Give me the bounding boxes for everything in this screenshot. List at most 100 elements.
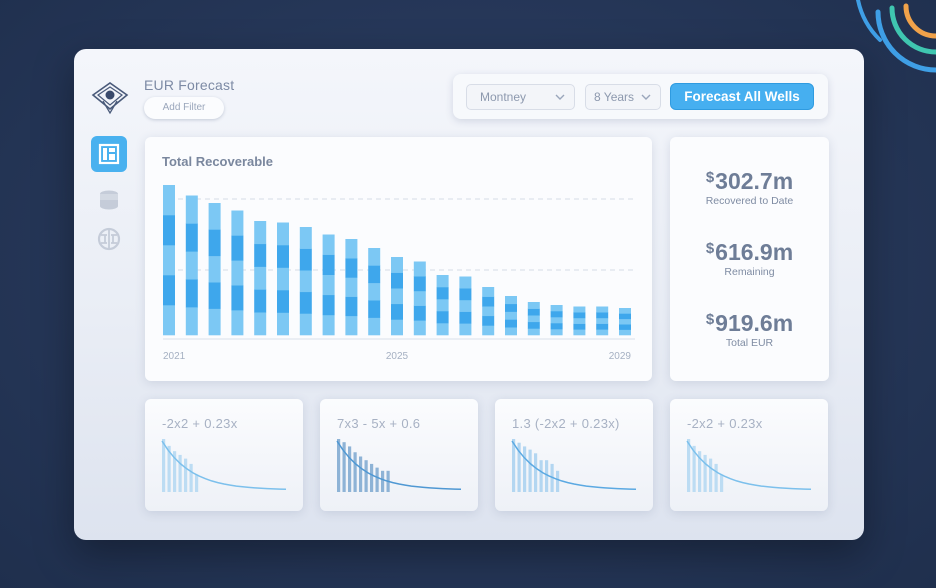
model-card[interactable]: -2x2 + 0.23x	[145, 399, 303, 511]
model-bar	[528, 449, 532, 492]
bar-segment	[527, 321, 540, 329]
stat-value: $302.7m	[705, 168, 794, 194]
bar-segment	[505, 319, 517, 328]
model-bar	[167, 445, 171, 492]
model-bar	[556, 470, 560, 492]
bar-segment	[573, 317, 586, 324]
bar-segment	[413, 290, 426, 306]
bar-segment	[459, 288, 472, 301]
toolbar: Montney 8 Years Forecast All Wells	[453, 74, 828, 119]
bar-segment	[231, 310, 244, 336]
bar-segment	[277, 290, 289, 313]
bar-segment	[573, 329, 586, 336]
bar-segment	[573, 312, 586, 319]
model-formula: -2x2 + 0.23x	[687, 416, 763, 431]
chart-canvas: 2021 2025 2029	[163, 185, 635, 362]
model-curve	[511, 440, 637, 491]
app-window: EUR Forecast Add Filter Montney 8 Years …	[74, 49, 864, 540]
bar-segment	[231, 235, 244, 261]
stat-value: $919.6m	[705, 310, 794, 336]
model-bar	[512, 439, 516, 492]
model-bar	[545, 460, 549, 492]
chart-title: Total Recoverable	[162, 154, 274, 169]
decorative-arcs	[856, 0, 936, 73]
bar-segment	[505, 296, 517, 305]
bar-segment	[368, 265, 381, 284]
model-chart	[336, 439, 462, 492]
bar-segment	[322, 294, 335, 316]
bar-segment	[163, 185, 175, 216]
stat-total-eur: $919.6m Total EUR	[670, 310, 829, 349]
model-card[interactable]: 1.3 (-2x2 + 0.23x)	[495, 399, 653, 511]
bar-segment	[322, 314, 335, 336]
bar-segment	[231, 210, 244, 236]
bar-segment	[208, 308, 221, 336]
bar-segment	[527, 302, 540, 309]
bar-segment	[413, 305, 426, 321]
period-select-value: 8 Years	[594, 90, 635, 104]
bar-segment	[596, 323, 609, 330]
model-bar	[162, 439, 166, 492]
x-tick-label: 2029	[609, 351, 632, 362]
bar-segment	[299, 291, 312, 314]
bar-segment	[185, 307, 198, 336]
nav-dashboard[interactable]	[91, 136, 127, 172]
bar-segment	[573, 306, 586, 313]
bar-segment	[550, 317, 563, 324]
model-card[interactable]: 7x3 - 5x + 0.6	[320, 399, 478, 511]
bar-segment	[505, 327, 517, 336]
model-bar	[337, 439, 341, 492]
model-bar	[381, 470, 385, 492]
bar-segment	[391, 319, 403, 336]
bar-segment	[254, 312, 267, 336]
bar-segment	[436, 287, 449, 300]
add-filter-button[interactable]: Add Filter	[144, 97, 224, 119]
bar-segment	[254, 289, 267, 313]
bar-segment	[391, 288, 403, 305]
bar-segment	[619, 308, 631, 314]
bar-segment	[368, 248, 381, 266]
bar-segment	[391, 303, 403, 320]
bar-segment	[482, 287, 495, 297]
bar-segment	[550, 323, 563, 330]
model-bar	[173, 451, 177, 492]
total-recoverable-chart: Total Recoverable 2021 2025 2029	[145, 137, 652, 381]
bar-segment	[208, 229, 221, 257]
model-bar	[698, 451, 702, 492]
bar-segment	[299, 227, 312, 249]
bar-segment	[322, 274, 335, 296]
database-icon	[100, 190, 118, 210]
region-select[interactable]: Montney	[466, 84, 575, 110]
stat-label: Total EUR	[725, 337, 774, 349]
nav-database[interactable]	[91, 187, 127, 223]
bar-segment	[231, 285, 244, 311]
model-bar	[184, 458, 188, 492]
bar-segment	[573, 323, 586, 330]
period-select[interactable]: 8 Years	[585, 84, 661, 110]
bar-segment	[596, 306, 609, 313]
bar-segment	[254, 221, 267, 245]
bar-segment	[459, 276, 472, 289]
forecast-all-wells-button[interactable]: Forecast All Wells	[670, 83, 814, 110]
bar-segment	[185, 279, 198, 308]
bar-segment	[550, 305, 563, 312]
model-card[interactable]: -2x2 + 0.23x	[670, 399, 828, 511]
model-curve	[161, 440, 287, 491]
bar-segment	[299, 313, 312, 336]
region-select-value: Montney	[480, 90, 527, 104]
x-tick-label: 2021	[163, 351, 186, 362]
nav-analytics[interactable]	[91, 224, 127, 260]
bar-segment	[436, 323, 449, 336]
bar-segment	[413, 276, 426, 292]
model-curve	[336, 440, 462, 491]
model-bar	[714, 463, 718, 492]
model-formula: 1.3 (-2x2 + 0.23x)	[512, 416, 620, 431]
bar-segment	[619, 324, 631, 330]
bar-segment	[527, 315, 540, 323]
model-bar	[189, 463, 193, 492]
bar-segment	[482, 296, 495, 307]
bar-segment	[299, 248, 312, 271]
bar-segment	[505, 303, 517, 312]
chevron-down-icon	[555, 94, 565, 100]
stat-recovered: $302.7m Recovered to Date	[670, 168, 829, 207]
